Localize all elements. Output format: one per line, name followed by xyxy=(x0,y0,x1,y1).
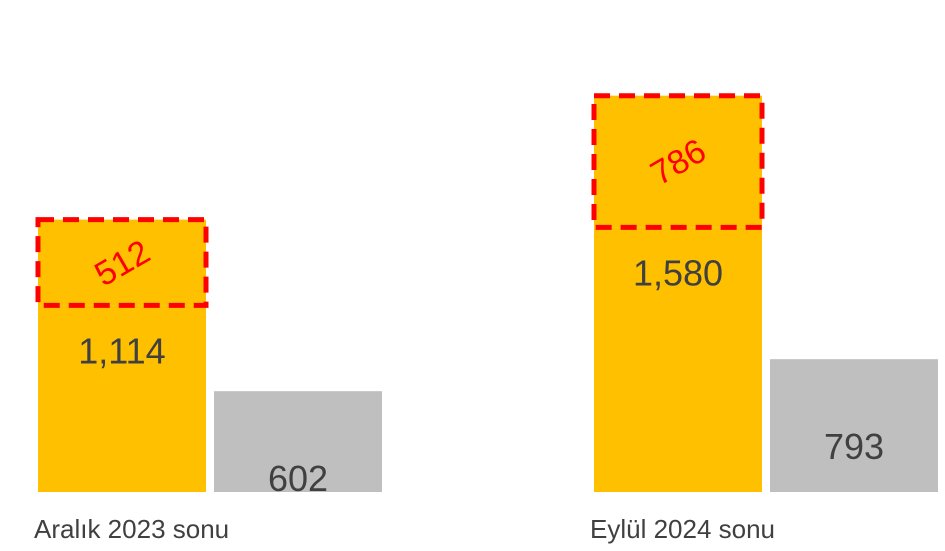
category-label-aral-k-2023-sonu: Aralık 2023 sonu xyxy=(34,514,229,544)
value-label-aral-k-2023-sonu-series-2: 602 xyxy=(268,458,328,499)
bar-aral-k-2023-sonu-series-2 xyxy=(214,391,382,492)
value-label-eyl-l-2024-sonu-series-1: 1,580 xyxy=(633,252,723,293)
category-label-eyl-l-2024-sonu: Eylül 2024 sonu xyxy=(590,514,775,544)
value-label-eyl-l-2024-sonu-series-2: 793 xyxy=(824,426,884,467)
bar-eyl-l-2024-sonu-series-1 xyxy=(594,227,762,492)
value-label-aral-k-2023-sonu-series-1: 1,114 xyxy=(78,330,165,371)
addition-box-aral-k-2023-sonu xyxy=(35,217,209,308)
bar-eyl-l-2024-sonu-series-2 xyxy=(770,359,938,492)
bars-layer xyxy=(35,93,938,492)
addition-box-eyl-l-2024-sonu xyxy=(591,93,765,230)
bar-aral-k-2023-sonu-series-1 xyxy=(38,305,206,492)
